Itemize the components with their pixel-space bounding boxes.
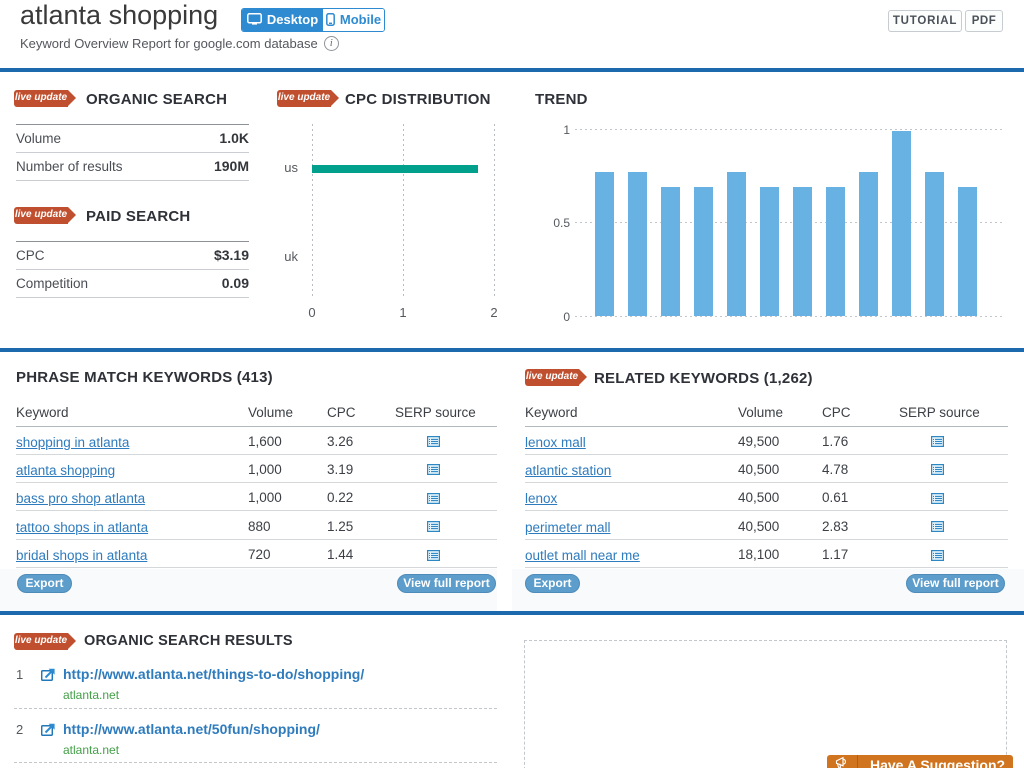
svg-text:0.5: 0.5 <box>553 216 570 230</box>
svg-text:0: 0 <box>308 305 315 320</box>
svg-text:1: 1 <box>399 305 406 320</box>
svg-text:1: 1 <box>563 123 570 137</box>
svg-text:2: 2 <box>490 305 497 320</box>
svg-text:uk: uk <box>284 249 298 264</box>
svg-text:us: us <box>284 160 298 175</box>
svg-text:0: 0 <box>563 310 570 324</box>
